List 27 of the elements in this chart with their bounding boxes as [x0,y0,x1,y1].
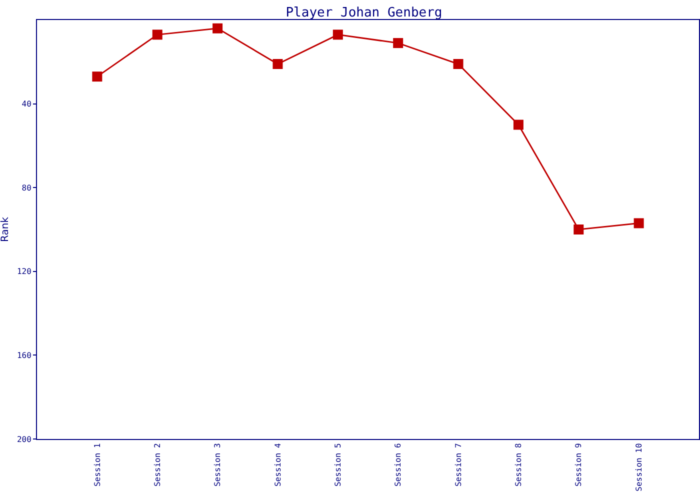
x-tick-label: Session 4 [273,443,282,487]
point [92,72,102,82]
x-tick-label: Session 5 [334,443,343,487]
x-tick-label: Session 3 [213,443,222,487]
point [152,30,162,40]
y-axis-title: Rank [0,216,11,242]
point [393,38,404,48]
y-tick-label: 80 [22,183,32,192]
y-tick-label: 40 [22,100,32,109]
chart-title: Player Johan Genberg [286,6,442,21]
point [332,30,343,40]
x-tick-label: Session 2 [152,443,162,487]
x-tick-label: Session 10 [634,443,644,492]
point [453,59,464,69]
point [212,23,223,34]
x-tick-label: Session 6 [394,443,403,487]
point [634,218,644,228]
point [272,59,283,69]
point [574,224,584,234]
y-tick-label: 200 [16,434,32,444]
x-tick-label: Session 9 [574,443,584,487]
y-tick-label: 120 [16,267,32,276]
y-tick-label: 160 [16,351,32,360]
x-tick-label: Session 7 [454,443,463,487]
x-tick-label: Session 1 [92,443,102,487]
x-tick-label: Session 8 [514,443,524,487]
point [513,120,524,130]
